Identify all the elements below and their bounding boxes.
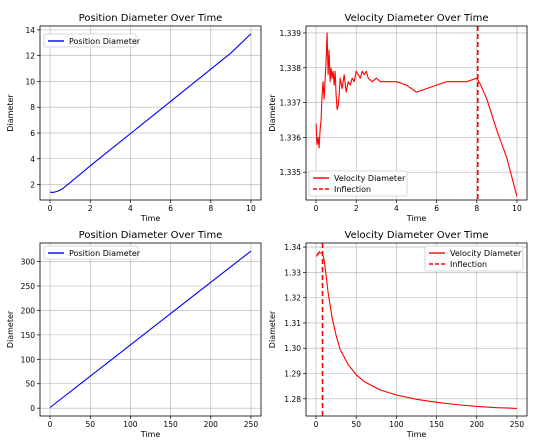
y-tick-label: 2 bbox=[30, 181, 35, 190]
y-tick-label: 6 bbox=[30, 129, 35, 138]
chart-title: Velocity Diameter Over Time bbox=[345, 13, 489, 24]
y-tick-label: 1.30 bbox=[284, 344, 301, 353]
x-tick-label: 6 bbox=[434, 204, 439, 213]
y-tick-label: 4 bbox=[30, 155, 35, 164]
grid bbox=[306, 243, 527, 416]
x-tick-label: 8 bbox=[474, 204, 479, 213]
y-tick-label: 1.28 bbox=[284, 395, 301, 404]
y-axis-label: Diameter bbox=[6, 310, 15, 348]
y-tick-label: 8 bbox=[30, 103, 35, 112]
x-tick-label: 8 bbox=[208, 204, 213, 213]
y-tick-label: 14 bbox=[25, 26, 35, 35]
y-tick-label: 1.33 bbox=[284, 268, 301, 277]
chart-position-diameter-short: Position Diameter Over Time Time Diamete… bbox=[6, 13, 262, 223]
legend-box bbox=[43, 33, 137, 48]
legend-label: Velocity Diameter bbox=[450, 249, 522, 258]
grid bbox=[40, 243, 261, 416]
legend: Position Diameter bbox=[43, 245, 141, 260]
series-line bbox=[49, 250, 252, 408]
y-tick-label: 150 bbox=[21, 331, 36, 340]
legend-label: Inflection bbox=[334, 185, 371, 194]
legend-label: Position Diameter bbox=[69, 249, 141, 258]
x-tick-label: 150 bbox=[429, 420, 444, 429]
y-tick-label: 1.337 bbox=[280, 99, 302, 108]
x-tick-label: 50 bbox=[85, 420, 95, 429]
legend-box bbox=[424, 245, 524, 272]
x-tick-label: 0 bbox=[314, 204, 319, 213]
y-tick-label: 12 bbox=[25, 52, 35, 61]
legend-label: Velocity Diameter bbox=[334, 174, 406, 183]
plot-frame bbox=[305, 25, 528, 201]
y-tick-label: 0 bbox=[30, 404, 35, 413]
legend: Velocity Diameter Inflection bbox=[424, 245, 524, 272]
y-tick-label: 100 bbox=[21, 355, 36, 364]
legend-box bbox=[43, 245, 139, 260]
x-tick-label: 6 bbox=[168, 204, 173, 213]
plot-frame bbox=[39, 242, 262, 417]
y-tick-label: 50 bbox=[25, 380, 35, 389]
legend-label: Position Diameter bbox=[69, 37, 141, 46]
y-tick-label: 1.336 bbox=[280, 133, 302, 142]
y-axis-label: Diameter bbox=[6, 94, 15, 132]
x-tick-label: 0 bbox=[48, 420, 53, 429]
x-tick-label: 4 bbox=[394, 204, 399, 213]
y-tick-label: 1.338 bbox=[280, 64, 302, 73]
chart-velocity-diameter-short: Velocity Diameter Over Time Time Diamete… bbox=[268, 13, 528, 223]
x-tick-label: 200 bbox=[204, 420, 219, 429]
y-tick-label: 1.29 bbox=[284, 370, 301, 379]
chart-title: Velocity Diameter Over Time bbox=[345, 230, 489, 241]
y-tick-label: 1.32 bbox=[284, 294, 301, 303]
y-tick-label: 250 bbox=[21, 282, 36, 291]
legend-label: Inflection bbox=[450, 260, 487, 269]
plot-frame bbox=[305, 242, 528, 417]
x-axis-label: Time bbox=[140, 214, 161, 223]
chart-position-diameter-long: Position Diameter Over Time Time Diamete… bbox=[6, 230, 262, 439]
plot-frame bbox=[39, 25, 262, 201]
x-tick-label: 10 bbox=[512, 204, 522, 213]
x-tick-label: 4 bbox=[128, 204, 133, 213]
y-tick-label: 1.339 bbox=[280, 29, 302, 38]
y-tick-label: 1.31 bbox=[284, 319, 301, 328]
x-tick-label: 150 bbox=[163, 420, 178, 429]
series-line bbox=[315, 251, 517, 409]
y-tick-label: 1.335 bbox=[280, 168, 302, 177]
x-tick-label: 0 bbox=[48, 204, 53, 213]
x-tick-label: 10 bbox=[246, 204, 256, 213]
grid bbox=[40, 26, 261, 200]
y-tick-label: 300 bbox=[21, 258, 36, 267]
x-tick-label: 2 bbox=[88, 204, 93, 213]
y-axis-label: Diameter bbox=[268, 94, 277, 132]
chart-velocity-diameter-long: Velocity Diameter Over Time Time Diamete… bbox=[268, 230, 528, 439]
x-tick-label: 2 bbox=[354, 204, 359, 213]
x-tick-label: 50 bbox=[351, 420, 361, 429]
x-tick-label: 0 bbox=[314, 420, 319, 429]
chart-title: Position Diameter Over Time bbox=[79, 230, 223, 241]
x-tick-label: 250 bbox=[244, 420, 259, 429]
x-axis-label: Time bbox=[406, 214, 427, 223]
y-axis-label: Diameter bbox=[268, 310, 277, 348]
legend-box bbox=[308, 170, 408, 197]
x-tick-label: 250 bbox=[510, 420, 525, 429]
y-tick-label: 10 bbox=[25, 77, 35, 86]
x-tick-label: 100 bbox=[123, 420, 138, 429]
chart-title: Position Diameter Over Time bbox=[79, 13, 223, 24]
x-tick-label: 100 bbox=[389, 420, 404, 429]
grid bbox=[306, 26, 527, 200]
x-axis-label: Time bbox=[140, 430, 161, 439]
x-tick-label: 200 bbox=[470, 420, 485, 429]
x-axis-label: Time bbox=[406, 430, 427, 439]
y-tick-label: 1.34 bbox=[284, 243, 301, 252]
legend: Velocity Diameter Inflection bbox=[308, 170, 408, 197]
legend: Position Diameter bbox=[43, 33, 141, 48]
series-line bbox=[315, 32, 518, 197]
y-tick-label: 200 bbox=[21, 306, 36, 315]
series-line bbox=[50, 33, 252, 193]
